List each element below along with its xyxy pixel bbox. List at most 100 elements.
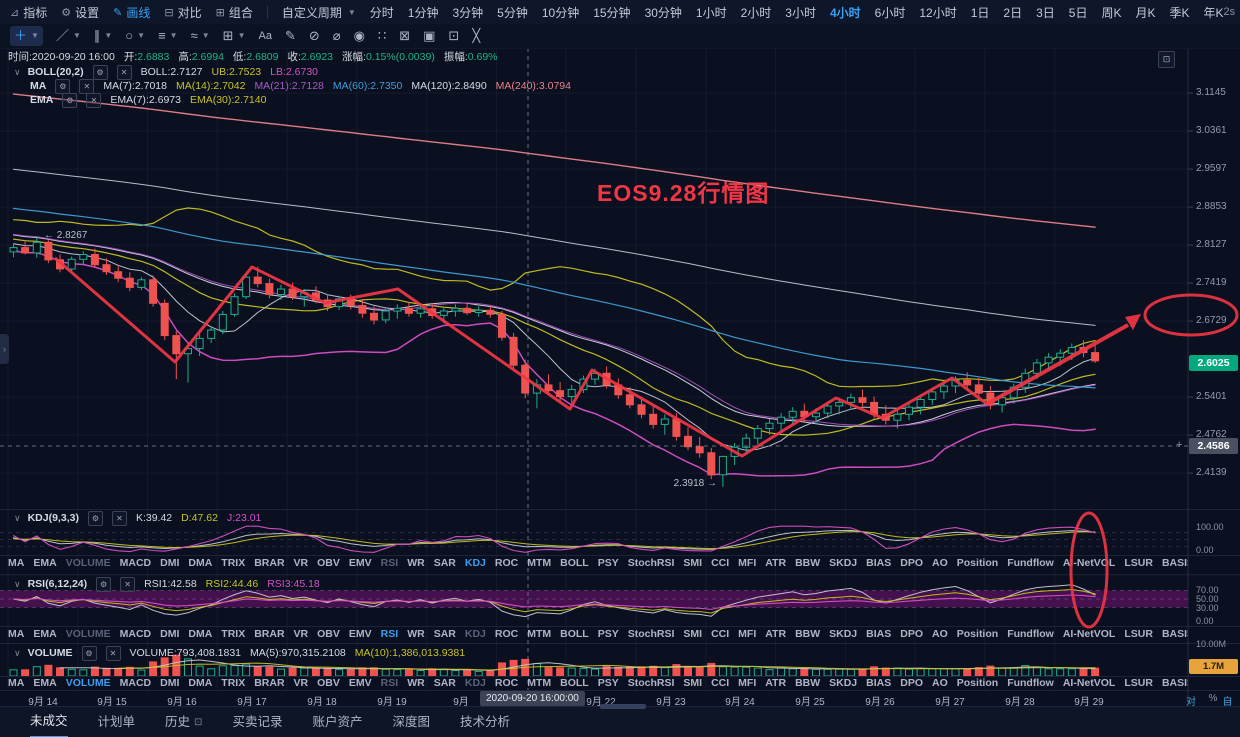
toolbar-item-对比[interactable]: ⊟ 对比: [164, 4, 201, 21]
period-10分钟[interactable]: 10分钟: [541, 5, 580, 20]
ellipse-tool[interactable]: ○ ▼: [125, 26, 145, 46]
indicator-tab-BBW[interactable]: BBW: [795, 557, 821, 569]
indicator-close-icon[interactable]: ✕: [105, 646, 121, 661]
indicator-tab-VOLUME[interactable]: VOLUME: [65, 677, 111, 689]
collapse-chevron-icon[interactable]: ∨: [14, 67, 21, 77]
indicator-tab-MACD[interactable]: MACD: [119, 557, 152, 569]
period-12小时[interactable]: 12小时: [919, 5, 957, 20]
magnet-tool[interactable]: ∷: [378, 26, 386, 46]
indicator-tab-Fundflow[interactable]: Fundflow: [1007, 628, 1054, 640]
indicator-tab-Position[interactable]: Position: [956, 677, 999, 689]
indicator-settings-icon[interactable]: ⚙: [55, 79, 71, 94]
period-3分钟[interactable]: 3分钟: [452, 5, 484, 20]
period-2小时[interactable]: 2小时: [740, 5, 772, 20]
custom-period-dropdown[interactable]: 自定义周期 ▼: [282, 4, 356, 21]
indicator-tab-DMI[interactable]: DMI: [160, 628, 180, 640]
indicator-tab-AI-NetVOL[interactable]: AI-NetVOL: [1062, 677, 1116, 689]
indicator-tab-OBV[interactable]: OBV: [317, 677, 340, 689]
indicator-tab-Position[interactable]: Position: [956, 557, 999, 569]
indicator-tab-MTM[interactable]: MTM: [527, 557, 552, 569]
period-5日[interactable]: 5日: [1068, 5, 1088, 20]
indicator-tab-SMI[interactable]: SMI: [683, 677, 703, 689]
indicator-tab-MACD[interactable]: MACD: [119, 628, 152, 640]
indicator-tab-DPO[interactable]: DPO: [900, 557, 924, 569]
indicator-tab-ATR[interactable]: ATR: [765, 677, 787, 689]
indicator-tab-TRIX[interactable]: TRIX: [221, 628, 246, 640]
indicator-settings-icon[interactable]: ⚙: [96, 577, 112, 592]
indicator-tab-SAR[interactable]: SAR: [433, 557, 456, 569]
indicator-tab-BASIS[interactable]: BASIS: [1161, 677, 1188, 689]
indicator-tab-SMI[interactable]: SMI: [683, 557, 703, 569]
period-分时[interactable]: 分时: [369, 5, 394, 20]
indicator-tab-AI-NetVOL[interactable]: AI-NetVOL: [1062, 557, 1116, 569]
period-4小时[interactable]: 4小时: [829, 5, 861, 20]
toolbar-item-设置[interactable]: ⚙ 设置: [61, 4, 99, 21]
collapse-chevron-icon[interactable]: ∨: [14, 648, 21, 658]
indicator-tab-RSI[interactable]: RSI: [380, 557, 399, 569]
period-周K[interactable]: 周K: [1101, 5, 1122, 20]
indicator-tab-AO[interactable]: AO: [932, 677, 948, 689]
indicator-tab-BOLL[interactable]: BOLL: [560, 677, 589, 689]
period-3日[interactable]: 3日: [1036, 5, 1055, 20]
bottom-tab-账户资产[interactable]: 账户资产: [312, 708, 362, 737]
indicator-tab-AI-NetVOL[interactable]: AI-NetVOL: [1062, 628, 1116, 640]
sidebar-toggle[interactable]: ›: [0, 334, 9, 364]
indicator-tab-BIAS[interactable]: BIAS: [866, 677, 892, 689]
indicator-tab-ROC[interactable]: ROC: [494, 557, 519, 569]
indicator-tab-CCI[interactable]: CCI: [711, 557, 730, 569]
crosshair-tool[interactable]: ＋ ▼: [10, 26, 43, 46]
indicator-tab-VOLUME[interactable]: VOLUME: [65, 557, 111, 569]
toolbar-item-指标[interactable]: ⊿ 指标: [10, 4, 47, 21]
indicator-tab-VR[interactable]: VR: [293, 677, 309, 689]
indicator-tab-MFI[interactable]: MFI: [738, 557, 757, 569]
bottom-tab-历史[interactable]: 历史 ⊡: [165, 708, 202, 737]
indicator-tab-EMV[interactable]: EMV: [348, 677, 372, 689]
period-2日[interactable]: 2日: [1003, 5, 1023, 20]
chart-expand-button[interactable]: ⊡: [1158, 51, 1175, 68]
indicator-tab-WR[interactable]: WR: [407, 677, 425, 689]
indicator-tab-EMV[interactable]: EMV: [348, 557, 372, 569]
indicator-tab-OBV[interactable]: OBV: [317, 628, 340, 640]
bottom-tab-买卖记录[interactable]: 买卖记录: [232, 708, 282, 737]
period-1日[interactable]: 1日: [970, 5, 990, 20]
toolbar-item-画线[interactable]: ✎ 画线: [113, 4, 150, 21]
indicator-tab-SAR[interactable]: SAR: [433, 677, 456, 689]
period-6小时[interactable]: 6小时: [874, 5, 906, 20]
bottom-tab-未成交[interactable]: 未成交: [30, 707, 68, 737]
fibonacci-tool[interactable]: ⊞ ▼: [223, 26, 246, 46]
bottom-tab-深度图[interactable]: 深度图: [392, 708, 430, 737]
indicator-tab-ATR[interactable]: ATR: [765, 628, 787, 640]
period-月K[interactable]: 月K: [1135, 5, 1156, 20]
indicator-tab-SKDJ[interactable]: SKDJ: [829, 628, 858, 640]
indicator-tab-WR[interactable]: WR: [407, 628, 425, 640]
indicator-tab-BBW[interactable]: BBW: [795, 677, 821, 689]
indicator-tab-EMV[interactable]: EMV: [348, 628, 372, 640]
indicator-tab-VOLUME[interactable]: VOLUME: [65, 628, 111, 640]
indicator-tab-OBV[interactable]: OBV: [317, 557, 340, 569]
indicator-tab-DPO[interactable]: DPO: [900, 677, 924, 689]
horizontal-line-tool[interactable]: ≡ ▼: [158, 26, 178, 46]
period-1小时[interactable]: 1小时: [695, 5, 727, 20]
indicator-tab-AO[interactable]: AO: [932, 557, 948, 569]
copy-drawings-tool[interactable]: ▣: [423, 26, 435, 46]
indicator-tab-SKDJ[interactable]: SKDJ: [829, 557, 858, 569]
indicator-tab-CCI[interactable]: CCI: [711, 677, 730, 689]
indicator-tab-DMA[interactable]: DMA: [188, 628, 213, 640]
indicator-close-icon[interactable]: ✕: [120, 577, 136, 592]
indicator-tab-Fundflow[interactable]: Fundflow: [1007, 677, 1054, 689]
indicator-tab-BASIS[interactable]: BASIS: [1161, 557, 1188, 569]
indicator-settings-icon[interactable]: ⚙: [92, 65, 108, 80]
indicator-tab-DMI[interactable]: DMI: [160, 557, 180, 569]
indicator-tab-DPO[interactable]: DPO: [900, 628, 924, 640]
period-15分钟[interactable]: 15分钟: [593, 5, 631, 20]
parallel-channel-tool[interactable]: ∥ ▼: [94, 26, 112, 46]
indicator-tab-KDJ[interactable]: KDJ: [464, 628, 486, 640]
indicator-tab-TRIX[interactable]: TRIX: [221, 557, 246, 569]
indicator-tab-Position[interactable]: Position: [956, 628, 999, 640]
indicator-tab-BOLL[interactable]: BOLL: [560, 557, 589, 569]
toolbar-item-组合[interactable]: ⊞ 组合: [216, 4, 253, 21]
indicator-tab-KDJ[interactable]: KDJ: [464, 557, 486, 569]
clear-drawings-tool[interactable]: ╳: [472, 26, 480, 46]
period-30分钟[interactable]: 30分钟: [644, 5, 682, 20]
